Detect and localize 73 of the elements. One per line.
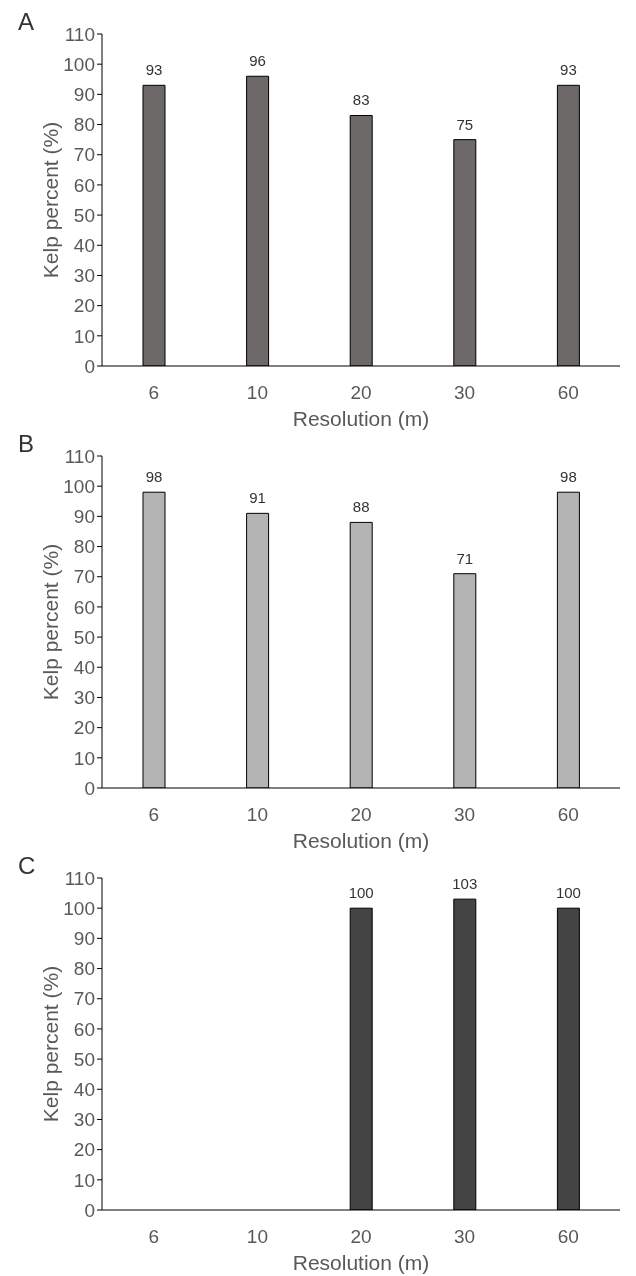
x-tick-label: 10 [246, 804, 268, 826]
y-tick-label: 60 [73, 174, 95, 196]
data-label: 100 [555, 884, 581, 902]
x-tick-label: 60 [557, 382, 579, 404]
y-tick-label: 50 [73, 1048, 95, 1070]
data-label: 88 [352, 498, 370, 516]
x-tick-label: 20 [350, 382, 372, 404]
y-tick-label: 10 [73, 325, 95, 347]
x-tick-label: 30 [454, 1226, 476, 1248]
y-tick-label: 90 [73, 506, 95, 528]
x-axis-title: Resolution (m) [292, 829, 430, 852]
y-tick-label: 30 [73, 1109, 95, 1131]
y-tick-label: 110 [64, 445, 95, 467]
y-tick-label: 10 [73, 1169, 95, 1191]
y-tick-label: 50 [73, 626, 95, 648]
y-tick-label: 70 [73, 988, 95, 1010]
y-tick-label: 0 [84, 355, 95, 377]
data-label: 103 [452, 875, 478, 893]
y-tick-label: 40 [73, 657, 95, 679]
x-tick-label: 10 [246, 382, 268, 404]
y-tick-label: 0 [84, 1199, 95, 1221]
chart-title: B [18, 430, 35, 458]
data-label: 75 [456, 115, 474, 133]
y-axis-title: Kelp percent (%) [39, 121, 62, 279]
y-tick-label: 80 [73, 958, 95, 980]
y-tick-label: 40 [73, 235, 95, 257]
data-label: 93 [145, 61, 163, 79]
x-tick-label: 20 [350, 1226, 372, 1248]
data-label: 96 [249, 52, 266, 70]
data-label: 98 [560, 468, 577, 486]
data-label: 93 [560, 61, 577, 79]
y-tick-label: 20 [73, 1139, 95, 1161]
y-tick-label: 50 [73, 204, 95, 226]
y-tick-label: 110 [64, 867, 95, 889]
x-tick-label: 10 [246, 1226, 268, 1248]
y-tick-label: 70 [73, 144, 95, 166]
y-tick-label: 30 [73, 265, 95, 287]
x-axis-title: Resolution (m) [292, 407, 430, 430]
y-tick-label: 90 [73, 928, 95, 950]
data-label: 100 [348, 884, 374, 902]
y-tick-label: 60 [73, 1018, 95, 1040]
x-tick-label: 6 [148, 804, 160, 826]
chart-title: A [18, 8, 35, 36]
data-label: 91 [249, 489, 266, 507]
x-tick-label: 60 [557, 1226, 579, 1248]
y-tick-label: 100 [63, 475, 95, 497]
x-tick-label: 6 [148, 382, 160, 404]
chart-title: C [18, 852, 36, 880]
y-tick-label: 10 [73, 747, 95, 769]
y-tick-label: 30 [73, 687, 95, 709]
data-label: 98 [145, 468, 163, 486]
y-tick-label: 100 [63, 897, 95, 919]
x-tick-label: 60 [557, 804, 579, 826]
y-tick-label: 110 [64, 23, 95, 45]
y-tick-label: 70 [73, 566, 95, 588]
y-tick-label: 80 [73, 536, 95, 558]
x-axis-title: Resolution (m) [292, 1251, 430, 1274]
y-tick-label: 0 [84, 777, 95, 799]
x-tick-label: 30 [454, 382, 476, 404]
y-tick-label: 20 [73, 717, 95, 739]
x-tick-label: 30 [454, 804, 476, 826]
x-tick-label: 6 [148, 1226, 160, 1248]
y-tick-label: 100 [63, 53, 95, 75]
x-tick-label: 20 [350, 804, 372, 826]
data-label: 83 [352, 91, 370, 109]
y-tick-label: 60 [73, 596, 95, 618]
y-axis-title: Kelp percent (%) [39, 965, 62, 1123]
y-tick-label: 20 [73, 295, 95, 317]
y-tick-label: 90 [73, 84, 95, 106]
data-label: 71 [456, 549, 474, 567]
y-axis-title: Kelp percent (%) [39, 543, 62, 701]
y-tick-label: 80 [73, 114, 95, 136]
y-tick-label: 40 [73, 1079, 95, 1101]
